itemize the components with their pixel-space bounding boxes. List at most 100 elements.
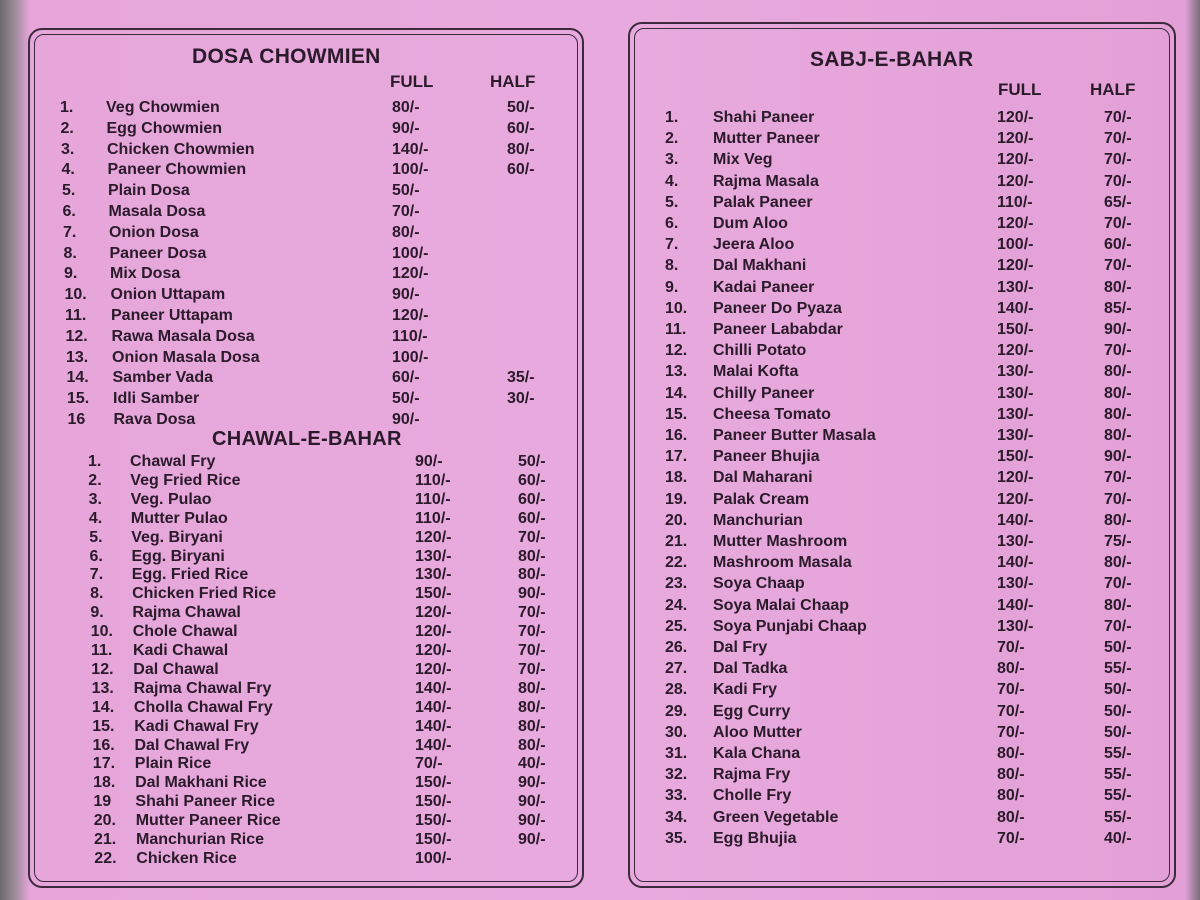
item-name: Veg Chowmien xyxy=(106,99,220,116)
item-name: Veg Fried Rice xyxy=(130,471,241,489)
price-half: 80/- xyxy=(518,547,546,565)
item-number: 10. xyxy=(665,299,688,317)
sabj-e-bahar-panel xyxy=(628,22,1176,888)
item-name: Paneer Uttapam xyxy=(111,307,233,324)
item-number: 13. xyxy=(66,348,89,366)
item-number: 30. xyxy=(665,723,688,741)
item-number: 25. xyxy=(665,617,688,635)
item-number: 21. xyxy=(665,533,688,550)
price-half: 70/- xyxy=(518,604,546,622)
item-name: Onion Masala Dosa xyxy=(112,348,260,366)
item-number: 22. xyxy=(94,849,117,867)
price-full: 80/- xyxy=(997,766,1025,784)
item-number: 3. xyxy=(61,140,75,158)
price-half: 80/- xyxy=(1104,363,1132,381)
price-half: 50/- xyxy=(518,453,546,470)
price-full: 110/- xyxy=(415,490,451,508)
price-full: 90/- xyxy=(415,453,443,470)
item-number: 14. xyxy=(66,369,89,387)
price-full: 90/- xyxy=(392,119,420,137)
item-name: Kadi Fry xyxy=(713,681,778,699)
price-half: 80/- xyxy=(518,736,546,754)
item-name: Chilli Potato xyxy=(713,342,807,360)
price-full: 100/- xyxy=(392,161,429,179)
item-name: Mashroom Masala xyxy=(713,554,852,572)
price-full: 130/- xyxy=(415,566,452,584)
price-half: 60/- xyxy=(518,471,546,489)
item-name: Dal Makhani Rice xyxy=(135,774,267,792)
price-full: 50/- xyxy=(392,182,420,200)
price-full: 80/- xyxy=(392,99,420,116)
item-name: Mix Veg xyxy=(713,151,773,169)
item-name: Chilly Paneer xyxy=(713,384,815,402)
price-half: 55/- xyxy=(1104,808,1132,826)
item-number: 27. xyxy=(665,660,688,678)
price-full: 140/- xyxy=(997,511,1034,529)
price-half: 90/- xyxy=(1104,321,1132,338)
dosa-chowmien-panel xyxy=(28,28,584,888)
item-number: 6. xyxy=(89,547,103,565)
item-number: 7. xyxy=(63,223,77,241)
item-number: 5. xyxy=(62,182,76,200)
price-full: 140/- xyxy=(415,679,452,697)
price-half: 70/- xyxy=(1104,172,1132,190)
item-name: Shahi Paneer xyxy=(713,109,815,126)
item-name: Rajma Fry xyxy=(713,766,791,784)
item-number: 5. xyxy=(665,193,679,211)
price-half: 70/- xyxy=(1104,617,1132,635)
item-number: 1. xyxy=(665,109,679,126)
price-half: 90/- xyxy=(518,774,546,792)
price-half: 70/- xyxy=(1104,575,1132,593)
price-half: 60/- xyxy=(518,509,546,527)
item-name: Dal Chawal xyxy=(133,660,219,678)
item-number: 21. xyxy=(94,831,117,848)
price-half: 50/- xyxy=(507,99,535,116)
item-number: 9. xyxy=(90,604,104,622)
price-half: 70/- xyxy=(1104,151,1132,169)
price-half: 80/- xyxy=(507,140,535,158)
item-name: Chawal Fry xyxy=(130,453,216,470)
item-number: 11. xyxy=(665,321,687,338)
item-number: 17. xyxy=(665,448,688,466)
price-half: 70/- xyxy=(1104,342,1132,360)
price-full: 130/- xyxy=(997,384,1034,402)
price-full: 150/- xyxy=(997,448,1034,466)
item-number: 34. xyxy=(665,808,688,826)
item-name: Cholla Chawal Fry xyxy=(133,698,273,716)
price-full: 100/- xyxy=(392,348,429,366)
item-number: 14. xyxy=(91,698,115,716)
column-header-full: FULL xyxy=(998,80,1042,99)
price-full: 70/- xyxy=(392,203,420,220)
price-full: 120/- xyxy=(997,469,1034,487)
item-number: 17. xyxy=(92,755,116,773)
item-name: Dal Chawal Fry xyxy=(134,736,250,754)
item-name: Chole Chawal xyxy=(132,623,238,641)
item-number: 10. xyxy=(64,286,87,304)
item-name: Rajma Chawal xyxy=(132,604,241,622)
item-number: 13. xyxy=(665,363,688,381)
item-number: 8. xyxy=(90,585,104,603)
item-name: Soya Chaap xyxy=(713,575,805,593)
price-full: 130/- xyxy=(997,427,1034,444)
item-name: Aloo Mutter xyxy=(713,723,802,741)
item-number: 16 xyxy=(67,411,86,428)
price-half: 55/- xyxy=(1104,660,1132,678)
price-half: 60/- xyxy=(507,119,535,137)
price-full: 150/- xyxy=(415,831,452,848)
price-full: 150/- xyxy=(415,812,452,830)
item-number: 9. xyxy=(665,278,679,296)
price-full: 120/- xyxy=(392,307,429,324)
item-name: Egg Chowmien xyxy=(106,119,223,137)
item-name: Rava Dosa xyxy=(113,411,196,428)
item-name: Egg Curry xyxy=(713,702,791,720)
item-number: 19 xyxy=(93,793,112,811)
item-name: Dal Fry xyxy=(713,639,768,656)
price-full: 90/- xyxy=(392,286,420,304)
item-name: Mutter Paneer xyxy=(713,130,820,148)
item-number: 33. xyxy=(665,787,688,805)
price-full: 80/- xyxy=(997,808,1025,826)
price-full: 130/- xyxy=(997,575,1034,593)
item-number: 31. xyxy=(665,745,688,762)
price-full: 120/- xyxy=(415,642,452,659)
column-header-full: FULL xyxy=(390,72,434,91)
